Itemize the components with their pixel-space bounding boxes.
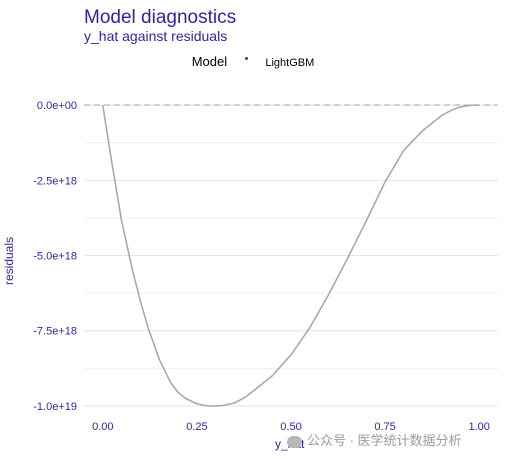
x-tick-label: 0.00: [92, 421, 113, 433]
series-line-lightgbm: [102, 104, 480, 407]
legend-title: Model: [191, 54, 228, 69]
y-tick-label: -7.5e+18: [33, 326, 77, 338]
legend: Model LightGBM: [0, 54, 506, 69]
watermark-text: 公众号 · 医学统计数据分析: [307, 433, 462, 448]
watermark: 公众号 · 医学统计数据分析: [287, 430, 462, 449]
x-tick-label: 1.00: [468, 421, 489, 433]
x-tick-label: 0.75: [374, 421, 395, 433]
y-tick-label: -1.0e+19: [33, 401, 77, 413]
legend-key-lightgbm: [244, 57, 248, 61]
legend-label-lightgbm: LightGBM: [265, 57, 315, 69]
wechat-icon: [287, 435, 302, 448]
y-tick-label: -2.5e+18: [33, 175, 77, 187]
chart-title: Model diagnostics: [84, 7, 237, 28]
x-tick-label: 0.50: [280, 421, 301, 433]
y-tick-label: -5.0e+18: [33, 251, 77, 263]
y-tick-label: 0.0e+00: [37, 100, 77, 112]
chart-subtitle: y_hat against residuals: [84, 28, 228, 44]
x-tick-label: 0.25: [186, 421, 207, 433]
